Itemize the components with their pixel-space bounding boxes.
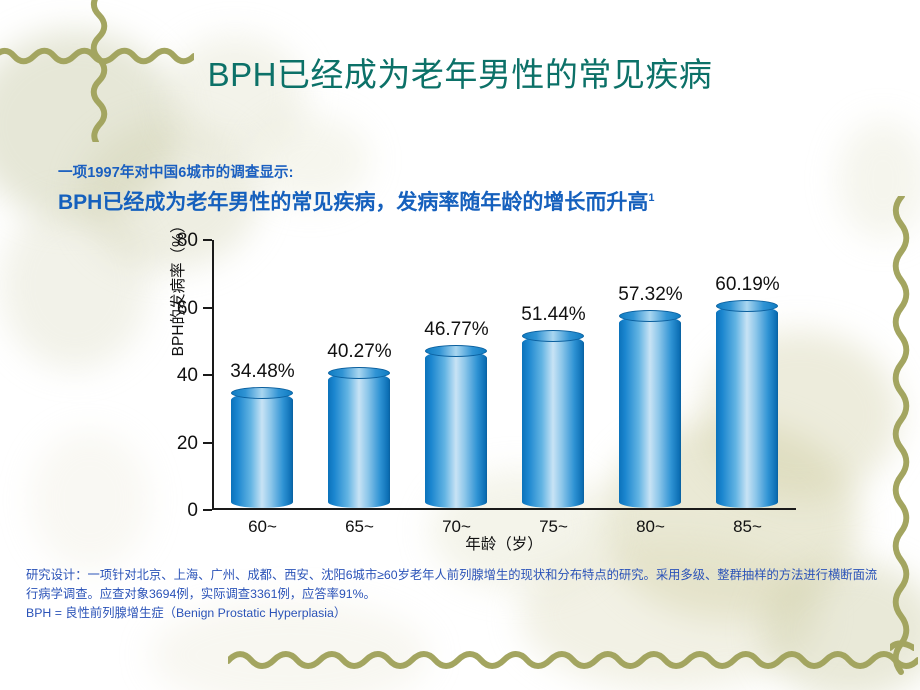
chart-category-label: 75~ xyxy=(539,517,568,536)
chart-category-label: 85~ xyxy=(733,517,762,536)
chart-y-tick xyxy=(203,239,212,241)
chart-bar: 51.44% xyxy=(521,304,586,508)
chart-category-label: 70~ xyxy=(442,517,471,536)
chart-bar: 40.27% xyxy=(327,341,392,508)
chart-bar-value-label: 40.27% xyxy=(327,341,392,363)
chart-category-label: 65~ xyxy=(345,517,374,536)
chart-category-label: 60~ xyxy=(248,517,277,536)
chart-y-axis-title: BPH的发病率（%） xyxy=(170,217,187,357)
chart-x-axis-title: 年龄（岁） xyxy=(465,536,543,553)
chart-y-tick xyxy=(203,374,212,376)
chart-y-tick-label: 80 xyxy=(176,230,198,251)
chart-bar-top-cap xyxy=(328,367,391,380)
vine-decoration-right-edge xyxy=(890,196,914,675)
subtitle-survey-line: 一项1997年对中国6城市的调查显示: xyxy=(58,165,294,181)
chart-bar-value-label: 57.32% xyxy=(618,283,683,305)
bar-chart: BPH的发病率（%） 0 20 40 60 80 34.48% 60~ 40.27% 65~ 4… xyxy=(104,218,804,556)
chart-bar-slot: 46.77% 70~ xyxy=(408,240,505,536)
chart-bar-slot: 51.44% 75~ xyxy=(505,240,602,536)
chart-y-tick xyxy=(203,306,212,309)
chart-bar-top-cap xyxy=(716,300,779,313)
chart-y-tick xyxy=(203,509,212,511)
chart-bars: 34.48% 60~ 40.27% 65~ 46.77% 70~ 51.44% 75~ 57.3… xyxy=(214,240,796,537)
chart-y-axis-line xyxy=(212,240,214,510)
chart-bar-value-label: 34.48% xyxy=(230,360,295,382)
chart-bar-top-cap xyxy=(231,386,294,399)
chart-bar-value-label: 46.77% xyxy=(424,319,489,341)
subtitle-reference-marker: 1 xyxy=(648,191,655,204)
chart-y-tick xyxy=(203,441,212,444)
chart-bar-value-label: 60.19% xyxy=(715,274,780,296)
chart-y-tick-label: 20 xyxy=(176,432,198,454)
chart-bar-top-cap xyxy=(619,309,682,322)
subtitle-headline-text: BPH已经成为老年男性的常见疾病，发病率随年龄的增长而升高 xyxy=(58,190,649,214)
chart-y-tick-label: 0 xyxy=(187,500,198,521)
chart-bar: 46.77% xyxy=(424,319,489,508)
chart-plot-area: 0 20 40 60 80 34.48% 60~ 40.27% 65~ 46.77% 70~ 51.… xyxy=(177,230,796,537)
footnote-abbreviation: BPH = 良性前列腺增生症（Benign Prostatic Hyperpla… xyxy=(26,606,347,621)
vine-decoration-bottom xyxy=(228,651,918,669)
chart-bar-slot: 60.19% 85~ xyxy=(699,240,796,536)
page-title: BPH已经成为老年男性的常见疾病 xyxy=(207,56,713,93)
chart-y-tick-label: 40 xyxy=(176,365,198,386)
chart-category-label: 80~ xyxy=(636,517,665,536)
footnote-study-design: 研究设计：一项针对北京、上海、广州、成都、西安、沈阳6城市≥60岁老年人前列腺增… xyxy=(26,568,878,601)
chart-bar-slot: 34.48% 60~ xyxy=(214,240,311,537)
subtitle-headline: BPH已经成为老年男性的常见疾病，发病率随年龄的增长而升高1 xyxy=(58,188,654,217)
chart-bar-top-cap xyxy=(425,345,488,358)
chart-bar-slot: 57.32% 80~ xyxy=(602,240,699,536)
chart-y-tick-label: 60 xyxy=(176,297,198,319)
chart-bar-slot: 40.27% 65~ xyxy=(311,240,408,536)
subtitle-block: 一项1997年对中国6城市的调查显示: BPH已经成为老年男性的常见疾病，发病率… xyxy=(58,164,654,217)
chart-bar: 60.19% xyxy=(715,274,780,508)
chart-x-axis-line xyxy=(212,508,796,510)
chart-bar: 34.48% xyxy=(230,361,295,508)
footnote: 研究设计：一项针对北京、上海、广州、成都、西安、沈阳6城市≥60岁老年人前列腺增… xyxy=(26,566,888,623)
watermark-blob xyxy=(838,120,920,240)
chart-bar-top-cap xyxy=(522,329,585,342)
chart-bar-value-label: 51.44% xyxy=(521,303,586,325)
chart-bar: 57.32% xyxy=(618,284,683,508)
